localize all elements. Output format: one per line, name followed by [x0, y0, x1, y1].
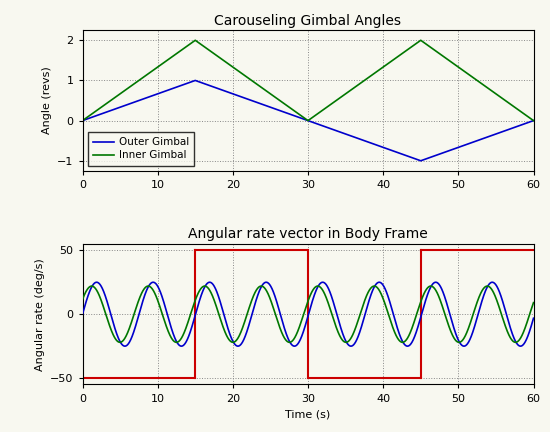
Outer Gimbal — [417, 158, 424, 163]
Outer Gimbal — [305, 118, 311, 123]
Outer Gimbal — [79, 118, 86, 123]
Inner Gimbal — [530, 118, 537, 123]
Outer Gimbal — [530, 118, 537, 123]
Line: Outer Gimbal: Outer Gimbal — [82, 80, 534, 161]
Title: Carouseling Gimbal Angles: Carouseling Gimbal Angles — [214, 14, 402, 28]
Inner Gimbal — [192, 38, 199, 43]
Outer Gimbal — [192, 78, 199, 83]
Inner Gimbal — [79, 118, 86, 123]
Legend: Outer Gimbal, Inner Gimbal: Outer Gimbal, Inner Gimbal — [87, 132, 194, 165]
Inner Gimbal — [417, 38, 424, 43]
Line: Inner Gimbal: Inner Gimbal — [82, 40, 534, 121]
Inner Gimbal — [305, 118, 311, 123]
Title: Angular rate vector in Body Frame: Angular rate vector in Body Frame — [188, 227, 428, 241]
Y-axis label: Angular rate (deg/s): Angular rate (deg/s) — [35, 258, 45, 371]
X-axis label: Time (s): Time (s) — [285, 409, 331, 419]
Y-axis label: Angle (revs): Angle (revs) — [42, 67, 52, 134]
